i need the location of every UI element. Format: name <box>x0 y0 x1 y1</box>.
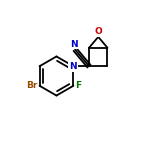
Text: Br: Br <box>27 81 38 90</box>
Text: N: N <box>70 40 78 48</box>
Text: O: O <box>94 27 102 36</box>
Text: N: N <box>70 62 77 71</box>
Text: F: F <box>75 81 81 90</box>
